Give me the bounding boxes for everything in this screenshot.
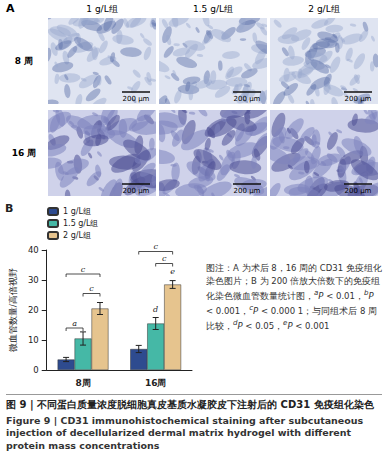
svg-text:200 μm: 200 μm <box>123 95 150 103</box>
svg-text:1 g/L组: 1 g/L组 <box>63 207 91 216</box>
svg-text:200 μm: 200 μm <box>234 187 261 195</box>
svg-text:e: e <box>170 267 175 276</box>
svg-text:a: a <box>72 319 77 328</box>
svg-text:1 g/L组: 1 g/L组 <box>86 4 117 14</box>
svg-text:30: 30 <box>28 275 39 285</box>
svg-text:0: 0 <box>33 365 38 375</box>
svg-text:8 周: 8 周 <box>15 56 33 66</box>
html-text:Figure 9 | CD31 immunohistoche: Figure 9 | CD31 immunohistochemical stai… <box>6 414 364 452</box>
svg-text:16周: 16周 <box>145 378 167 388</box>
svg-text:40: 40 <box>28 245 39 255</box>
svg-text:c: c <box>162 254 167 263</box>
html-text:B: B <box>5 202 14 215</box>
html-text:< 0.001，cP < 0.000 1；与同组术后 8 周: < 0.001，cP < 0.000 1；与同组术后 8 周比较，dP < 0.… <box>206 303 377 332</box>
svg-text:c: c <box>81 265 86 274</box>
html-text:图注：A 为术后 8，16 周的 CD31 免疫组化染色图片: 图注：A 为术后 8，16 周的 CD31 免疫组化染色图片；B 为 200 倍… <box>206 263 382 302</box>
svg-text:c: c <box>153 242 158 251</box>
svg-text:d: d <box>153 305 158 314</box>
svg-text:微血管数量/高倍视野: 微血管数量/高倍视野 <box>8 268 18 352</box>
svg-text:200 μm: 200 μm <box>345 95 372 103</box>
svg-text:200 μm: 200 μm <box>234 95 261 103</box>
svg-text:8周: 8周 <box>75 378 90 388</box>
svg-text:c: c <box>89 284 94 293</box>
svg-text:A: A <box>6 2 15 15</box>
html-text:图 9 | 不同蛋白质量浓度脱细胞真皮基质水凝胶皮下注射后的: 图 9 | 不同蛋白质量浓度脱细胞真皮基质水凝胶皮下注射后的 CD31 免疫组化… <box>6 399 374 410</box>
svg-text:200 μm: 200 μm <box>123 187 150 195</box>
svg-text:1.5 g/L组: 1.5 g/L组 <box>193 4 233 14</box>
svg-text:2 g/L组: 2 g/L组 <box>63 231 91 240</box>
svg-text:16 周: 16 周 <box>12 148 37 158</box>
svg-text:200 μm: 200 μm <box>345 187 372 195</box>
svg-text:20: 20 <box>28 305 39 315</box>
svg-text:2 g/L组: 2 g/L组 <box>308 4 339 14</box>
svg-text:1.5 g/L组: 1.5 g/L组 <box>63 219 99 228</box>
svg-text:10: 10 <box>28 335 39 345</box>
